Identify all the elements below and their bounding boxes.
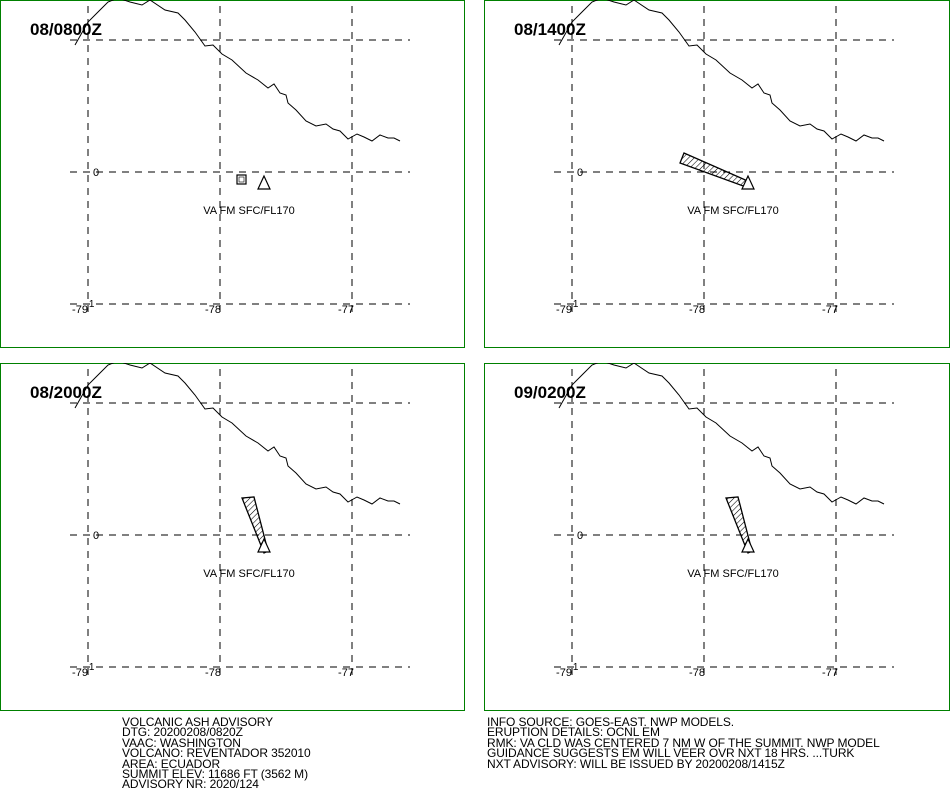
latitude-label-bottom: -1 (570, 299, 579, 310)
advisory-line-number: ADVISORY NR: 2020/124 (122, 777, 259, 792)
longitude-label: -79 (556, 304, 572, 316)
forecast-time-label: 08/1400Z (514, 20, 586, 39)
ash-cloud-label: VA FM SFC/FL170 (687, 205, 779, 217)
forecast-panel: -79 -78 -77 0 -1 08/0800Z VA FM SFC/FL170 (0, 0, 465, 348)
coastline (74, 363, 401, 505)
forecast-panel: -79 -78 -77 0 -1 09/0200Z VA FM SFC/FL170 (484, 363, 950, 711)
advisory-line-area: AREA: ECUADOR (122, 756, 221, 771)
advisory-line-vaac: VAAC: WASHINGTON (122, 735, 241, 750)
longitude-label: -78 (205, 667, 221, 679)
latitude-label: 0 (93, 167, 99, 179)
latitude-label: 0 (93, 530, 99, 542)
ash-cloud-label: VA FM SFC/FL170 (203, 205, 295, 217)
forecast-panel: -79 -78 -77 0 -1 08/1400Z VA FM SFC/FL170 (484, 0, 950, 348)
volcano-icon (741, 174, 755, 190)
longitude-label: -77 (338, 667, 354, 679)
advisory-line-remark-1: RMK: VA CLD WAS CENTERED 7 NM W OF THE S… (487, 735, 880, 750)
panel-border (484, 363, 950, 711)
volcano-icon (257, 174, 271, 190)
longitude-label: -79 (72, 304, 88, 316)
advisory-info-left: VOLCANIC ASH ADVISORY DTG: 20200208/0820… (122, 715, 311, 792)
advisory-line-volcano: VOLCANO: REVENTADOR 352010 (122, 746, 311, 761)
coastline (558, 0, 885, 142)
graticule (70, 369, 410, 681)
ash-cloud-label: VA FM SFC/FL170 (203, 568, 295, 580)
advisory-line-summit-elev: SUMMIT ELEV: 11686 FT (3562 M) (122, 767, 308, 782)
panel-border (0, 0, 465, 348)
longitude-label: -79 (72, 667, 88, 679)
longitude-label: -77 (822, 304, 838, 316)
forecast-time-label: 08/2000Z (30, 383, 102, 402)
forecast-panel: -79 -78 -77 0 -1 08/2000Z VA FM SFC/FL170 (0, 363, 465, 711)
panel-border (0, 363, 465, 711)
latitude-label: 0 (577, 167, 583, 179)
coastline (74, 0, 401, 142)
latitude-label-bottom: -1 (86, 662, 95, 673)
longitude-label: -77 (822, 667, 838, 679)
longitude-label: -78 (689, 667, 705, 679)
forecast-time-label: 09/0200Z (514, 383, 586, 402)
advisory-line-eruption-details: ERUPTION DETAILS: OCNL EM (487, 725, 660, 740)
advisory-line-next-advisory: NXT ADVISORY: WILL BE ISSUED BY 20200208… (487, 756, 785, 771)
ash-cloud-label: VA FM SFC/FL170 (687, 568, 779, 580)
coastline (558, 363, 885, 505)
ash-cloud-polygon (679, 152, 752, 188)
latitude-label-bottom: -1 (86, 299, 95, 310)
advisory-line-remark-2: GUIDANCE SUGGESTS EM WILL VEER OVR NXT 1… (487, 746, 855, 761)
forecast-time-label: 08/0800Z (30, 20, 102, 39)
advisory-info-right: INFO SOURCE: GOES-EAST. NWP MODELS. ERUP… (487, 715, 880, 771)
ash-area-box-inner (238, 176, 245, 183)
longitude-label: -78 (205, 304, 221, 316)
volcano-icon (741, 537, 755, 553)
ash-area-box (236, 174, 247, 185)
advisory-line-info-source: INFO SOURCE: GOES-EAST. NWP MODELS. (487, 715, 734, 729)
latitude-label: 0 (577, 530, 583, 542)
graticule (554, 369, 894, 681)
advisory-line-header: VOLCANIC ASH ADVISORY (122, 715, 274, 729)
graticule (554, 6, 894, 318)
latitude-label-bottom: -1 (570, 662, 579, 673)
graticule (70, 6, 410, 318)
longitude-label: -78 (689, 304, 705, 316)
volcano-icon (257, 537, 271, 553)
advisory-line-dtg: DTG: 20200208/0820Z (122, 725, 243, 740)
longitude-label: -79 (556, 667, 572, 679)
longitude-label: -77 (338, 304, 354, 316)
